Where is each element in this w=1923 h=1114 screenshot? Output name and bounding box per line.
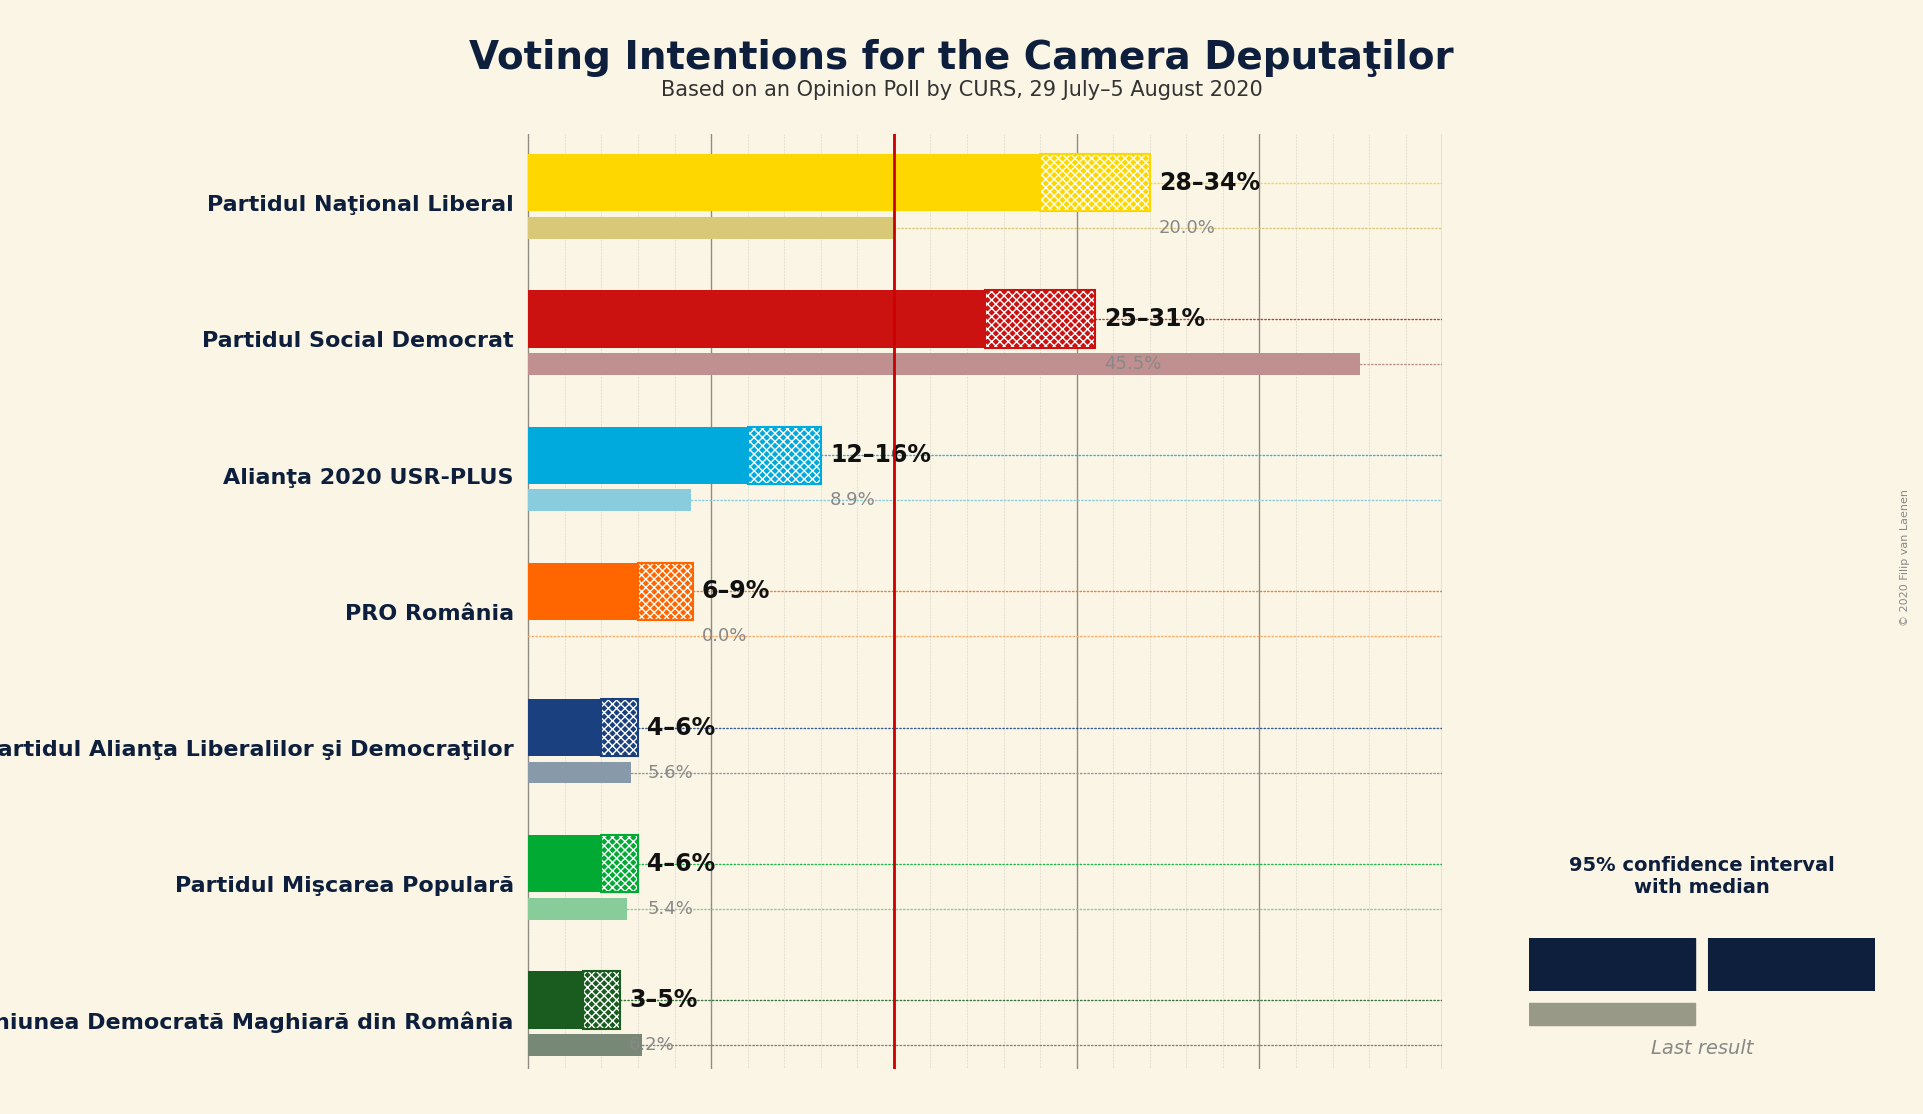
- Text: Partidul Social Democrat: Partidul Social Democrat: [202, 331, 513, 351]
- Text: 4–6%: 4–6%: [648, 715, 715, 740]
- Bar: [583, 971, 619, 1028]
- Text: Partidul Naţional Liberal: Partidul Naţional Liberal: [208, 195, 513, 215]
- Bar: [529, 898, 627, 919]
- Text: Alianţa 2020 USR-PLUS: Alianţa 2020 USR-PLUS: [223, 468, 513, 488]
- Text: Last result: Last result: [1650, 1039, 1754, 1058]
- Bar: [529, 563, 638, 620]
- Text: 25–31%: 25–31%: [1104, 307, 1206, 331]
- Bar: [529, 291, 985, 348]
- Bar: [602, 836, 638, 892]
- Text: 8.9%: 8.9%: [831, 491, 875, 509]
- Bar: [1040, 154, 1150, 212]
- Bar: [985, 291, 1094, 348]
- Text: 45.5%: 45.5%: [1104, 355, 1161, 373]
- Bar: [529, 971, 583, 1028]
- Bar: [529, 698, 602, 756]
- Bar: [1040, 154, 1150, 212]
- Bar: [529, 217, 894, 238]
- Bar: [748, 427, 821, 483]
- Bar: [529, 762, 631, 783]
- Bar: [1529, 938, 1694, 991]
- Text: 20.0%: 20.0%: [1160, 218, 1215, 236]
- Bar: [583, 971, 619, 1028]
- Text: 6–9%: 6–9%: [702, 579, 771, 604]
- Bar: [638, 563, 692, 620]
- Text: Uniunea Democrată Maghiară din România: Uniunea Democrată Maghiară din România: [0, 1012, 513, 1034]
- Text: 28–34%: 28–34%: [1160, 170, 1260, 195]
- Text: Partidul Alianţa Liberalilor şi Democraţilor: Partidul Alianţa Liberalilor şi Democraţ…: [0, 740, 513, 760]
- Bar: [529, 489, 690, 511]
- Bar: [638, 563, 692, 620]
- Bar: [602, 698, 638, 756]
- Bar: [602, 836, 638, 892]
- Bar: [748, 427, 821, 483]
- Text: 95% confidence interval
with median: 95% confidence interval with median: [1569, 856, 1835, 897]
- Text: 6.2%: 6.2%: [629, 1036, 675, 1054]
- Bar: [529, 353, 1360, 374]
- Text: Based on an Opinion Poll by CURS, 29 July–5 August 2020: Based on an Opinion Poll by CURS, 29 Jul…: [662, 80, 1261, 100]
- Text: Voting Intentions for the Camera Deputaţilor: Voting Intentions for the Camera Deputaţ…: [469, 39, 1454, 77]
- Bar: [529, 427, 748, 483]
- Text: © 2020 Filip van Laenen: © 2020 Filip van Laenen: [1900, 489, 1910, 625]
- Bar: [529, 1034, 642, 1056]
- Text: 12–16%: 12–16%: [831, 443, 931, 467]
- Text: Partidul Mişcarea Populară: Partidul Mişcarea Populară: [175, 877, 513, 897]
- Text: 0.0%: 0.0%: [702, 627, 748, 645]
- Bar: [1710, 938, 1875, 991]
- Text: 5.6%: 5.6%: [648, 763, 692, 782]
- Text: 4–6%: 4–6%: [648, 852, 715, 876]
- Bar: [1710, 938, 1875, 991]
- Bar: [529, 836, 602, 892]
- Bar: [602, 698, 638, 756]
- Text: 5.4%: 5.4%: [648, 900, 692, 918]
- Text: PRO România: PRO România: [344, 604, 513, 624]
- Bar: [985, 291, 1094, 348]
- Bar: [1529, 1003, 1694, 1025]
- Text: 3–5%: 3–5%: [629, 988, 698, 1012]
- Bar: [529, 154, 1040, 212]
